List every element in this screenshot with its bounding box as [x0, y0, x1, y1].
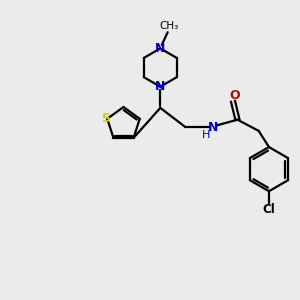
Text: Cl: Cl — [262, 203, 275, 216]
Text: N: N — [155, 80, 166, 93]
Text: CH₃: CH₃ — [160, 21, 179, 31]
Text: O: O — [229, 89, 240, 102]
Text: H: H — [202, 130, 210, 140]
Text: N: N — [208, 121, 218, 134]
Text: S: S — [101, 112, 110, 125]
Text: N: N — [155, 42, 166, 55]
